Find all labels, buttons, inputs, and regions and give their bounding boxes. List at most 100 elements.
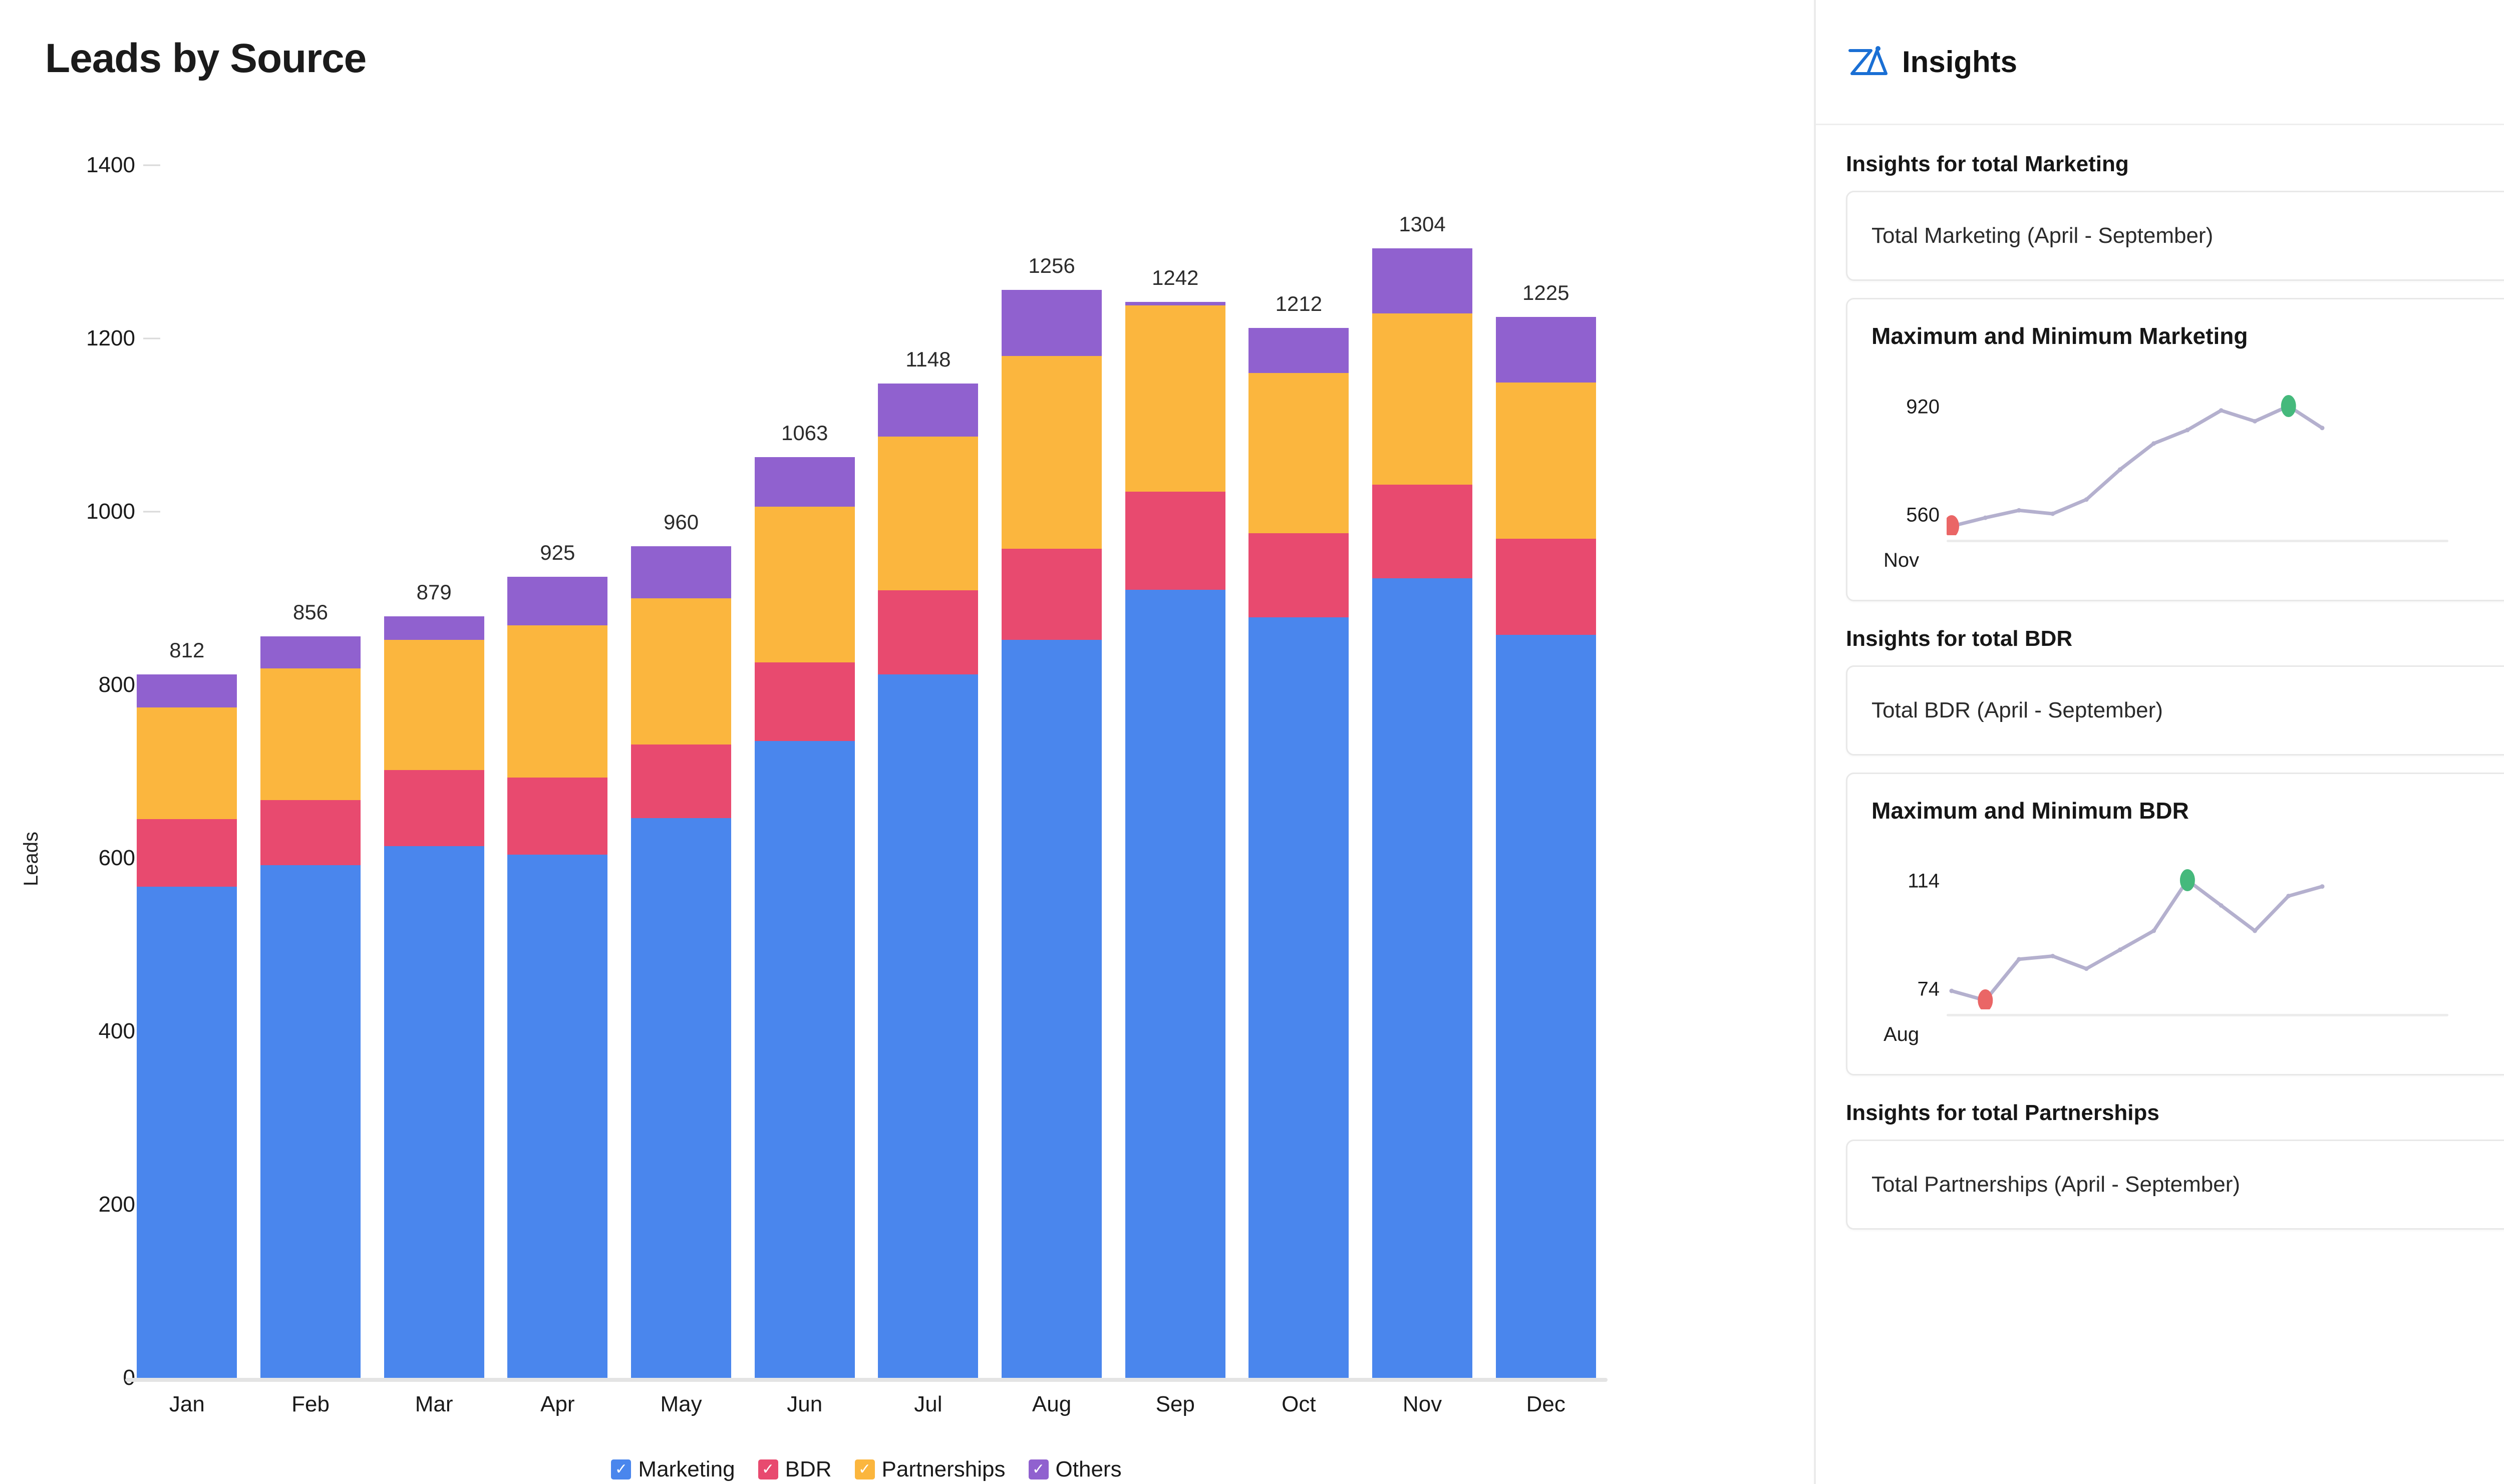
legend-item-others[interactable]: ✓ Others — [1028, 1457, 1122, 1482]
bar-column[interactable]: 812 — [125, 165, 249, 1378]
bar-stack[interactable]: 1063 — [754, 421, 855, 1378]
bar-segment-marketing[interactable] — [878, 674, 979, 1378]
chart-pane: Leads by Source Leads 020040060080010001… — [0, 36, 1608, 1482]
bar-segment-partnerships[interactable] — [1372, 313, 1473, 485]
bar-stack[interactable]: 1148 — [878, 347, 979, 1378]
bar-segment-partnerships[interactable] — [631, 598, 732, 745]
bar-segment-bdr[interactable] — [754, 662, 855, 741]
bar-segment-others[interactable] — [631, 546, 732, 599]
bar-column[interactable]: 1225 — [1484, 165, 1608, 1378]
bar-segment-others[interactable] — [1125, 302, 1225, 306]
y-axis-ticks: 0 200 400 600 800 1000 1200 1400 — [0, 153, 195, 1390]
bar-segment-others[interactable] — [754, 457, 855, 507]
total-insight-card[interactable]: Total Partnerships (April - September)2,… — [1846, 1140, 2504, 1230]
bar-segment-bdr[interactable] — [137, 819, 237, 887]
legend-checkbox[interactable]: ✓ — [611, 1459, 632, 1479]
bar-segment-bdr[interactable] — [507, 778, 608, 855]
insights-content[interactable]: Insights for total Marketing Total Market… — [1816, 127, 2504, 1484]
zia-logo-icon — [1846, 44, 1889, 81]
total-insight-card[interactable]: Total BDR (April - September)1,156 — [1846, 665, 2504, 756]
legend-checkbox[interactable]: ✓ — [758, 1459, 778, 1479]
bar-segment-bdr[interactable] — [384, 770, 484, 846]
bar-segment-partnerships[interactable] — [878, 436, 979, 591]
min-max-insight-card[interactable]: Maximum and Minimum BDR113Maximum in Aug… — [1846, 772, 2504, 1076]
y-axis-tick-mark — [143, 337, 160, 339]
bar-segment-marketing[interactable] — [1372, 578, 1473, 1378]
bar-segment-partnerships[interactable] — [507, 625, 608, 778]
legend-item-partnerships[interactable]: ✓ Partnerships — [854, 1457, 1006, 1482]
bar-stack[interactable]: 925 — [507, 541, 608, 1378]
bar-stack[interactable]: 1304 — [1372, 212, 1473, 1378]
bar-column[interactable]: 925 — [496, 165, 619, 1378]
insights-section-heading: Insights for total Partnerships — [1846, 1100, 2159, 1126]
bar-segment-marketing[interactable] — [384, 846, 484, 1378]
bar-column[interactable]: 960 — [619, 165, 743, 1378]
bar-stack[interactable]: 1225 — [1495, 281, 1596, 1378]
bar-segment-partnerships[interactable] — [754, 506, 855, 663]
bar-stack[interactable]: 856 — [260, 600, 361, 1378]
sparkline-y-high: 920 — [1906, 396, 1940, 418]
bar-stack[interactable]: 879 — [384, 580, 484, 1378]
bar-segment-marketing[interactable] — [1002, 640, 1102, 1378]
bar-segment-marketing[interactable] — [507, 855, 608, 1378]
bar-segment-marketing[interactable] — [754, 741, 855, 1378]
bar-segment-bdr[interactable] — [878, 590, 979, 675]
sparkline-chart — [1944, 390, 2448, 542]
bar-segment-partnerships[interactable] — [1125, 305, 1225, 492]
bar-segment-others[interactable] — [137, 674, 237, 707]
bar-segment-others[interactable] — [1372, 248, 1473, 313]
bar-segment-bdr[interactable] — [1248, 533, 1349, 618]
bar-segment-others[interactable] — [260, 636, 361, 669]
bar-column[interactable]: 1256 — [990, 165, 1114, 1378]
bar-stack[interactable]: 960 — [631, 510, 732, 1378]
total-insight-card[interactable]: Total Marketing (April - September)8,985 — [1846, 191, 2504, 281]
y-axis-tick-mark — [143, 511, 160, 513]
bar-segment-bdr[interactable] — [1495, 538, 1596, 635]
legend-item-bdr[interactable]: ✓ BDR — [758, 1457, 832, 1482]
bar-column[interactable]: 1304 — [1361, 165, 1484, 1378]
bar-segment-others[interactable] — [1248, 328, 1349, 374]
bar-segment-bdr[interactable] — [1125, 492, 1225, 590]
bar-segment-partnerships[interactable] — [1002, 355, 1102, 549]
bar-column[interactable]: 1212 — [1237, 165, 1361, 1378]
bar-column[interactable]: 879 — [372, 165, 496, 1378]
bar-segment-partnerships[interactable] — [384, 640, 484, 770]
bar-segment-bdr[interactable] — [260, 800, 361, 865]
bar-stack[interactable]: 812 — [137, 638, 237, 1378]
bar-stack[interactable]: 1242 — [1125, 266, 1225, 1378]
bar-column[interactable]: 856 — [249, 165, 373, 1378]
bar-column[interactable]: 1148 — [866, 165, 990, 1378]
y-axis-tick-label: 0 — [123, 1365, 135, 1390]
bar-segment-others[interactable] — [507, 576, 608, 625]
bar-segment-bdr[interactable] — [1372, 485, 1473, 579]
bar-stack[interactable]: 1256 — [1002, 254, 1102, 1378]
bar-segment-bdr[interactable] — [631, 745, 732, 819]
bar-segment-partnerships[interactable] — [137, 707, 237, 820]
bar-segment-marketing[interactable] — [1495, 634, 1596, 1378]
bar-total-label: 812 — [169, 638, 205, 662]
bar-column[interactable]: 1063 — [743, 165, 866, 1378]
legend-checkbox[interactable]: ✓ — [1028, 1459, 1049, 1479]
bar-segment-partnerships[interactable] — [260, 668, 361, 801]
legend-label: Others — [1055, 1457, 1122, 1481]
bar-segment-partnerships[interactable] — [1495, 383, 1596, 539]
bar-segment-marketing[interactable] — [1248, 617, 1349, 1378]
legend-item-marketing[interactable]: ✓ Marketing — [611, 1457, 735, 1482]
bar-segment-others[interactable] — [1002, 290, 1102, 356]
y-axis-tick-label: 200 — [98, 1192, 135, 1217]
bar-segment-marketing[interactable] — [631, 818, 732, 1378]
bar-segment-others[interactable] — [1495, 316, 1596, 383]
bar-segment-marketing[interactable] — [137, 887, 237, 1378]
x-axis-tick-label: Aug — [1032, 1392, 1072, 1416]
bar-segment-marketing[interactable] — [1125, 589, 1225, 1378]
bar-segment-others[interactable] — [384, 616, 484, 640]
bar-segment-others[interactable] — [878, 384, 979, 437]
bar-column[interactable]: 1242 — [1113, 165, 1237, 1378]
min-max-insight-card[interactable]: Maximum and Minimum Marketing923Maximum … — [1846, 298, 2504, 601]
bar-segment-partnerships[interactable] — [1248, 373, 1349, 534]
x-axis-tick-label: Jul — [914, 1392, 943, 1416]
bar-stack[interactable]: 1212 — [1248, 292, 1349, 1378]
bar-segment-marketing[interactable] — [260, 865, 361, 1378]
bar-segment-bdr[interactable] — [1002, 549, 1102, 640]
legend-checkbox[interactable]: ✓ — [854, 1459, 875, 1479]
